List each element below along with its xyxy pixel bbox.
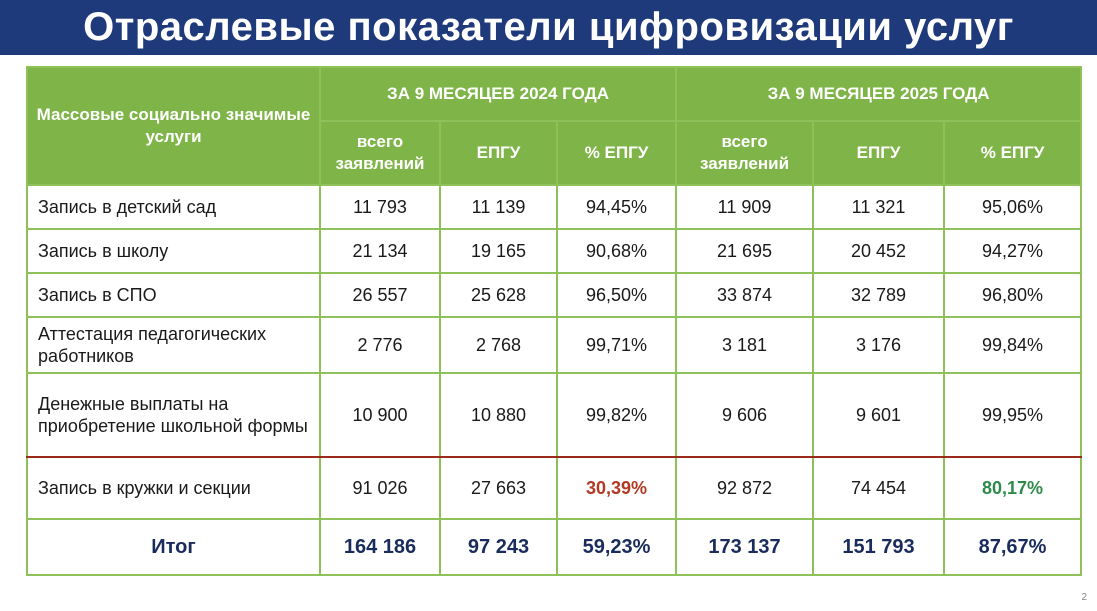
subheader-epgu-2025: ЕПГУ	[812, 120, 946, 186]
row-name: Запись в детский сад	[26, 184, 321, 230]
cell-epgu-2024: 2 768	[439, 316, 558, 374]
cell-epgu-2024: 19 165	[439, 228, 558, 274]
cell-total-2024: 91 026	[319, 456, 441, 520]
cell-pct-2025: 99,95%	[943, 372, 1083, 458]
cell-total-2024: 11 793	[319, 184, 441, 230]
total-all-2025: 173 137	[675, 518, 815, 576]
cell-epgu-2025: 74 454	[812, 456, 946, 520]
cell-epgu-2024: 25 628	[439, 272, 558, 318]
cell-epgu-2025: 20 452	[812, 228, 946, 274]
total-pct-2024: 59,23%	[555, 518, 678, 576]
cell-pct-2024: 96,50%	[555, 272, 678, 318]
subheader-epgu-2024: ЕПГУ	[439, 120, 558, 186]
cell-total-2024: 21 134	[319, 228, 441, 274]
period-2024-header: ЗА 9 МЕСЯЦЕВ 2024 ГОДА	[318, 66, 678, 122]
table-row: Аттестация педагогических работников 2 7…	[26, 316, 1083, 374]
cell-total-2025: 33 874	[675, 272, 815, 318]
data-table-container: Массовые социально значимые услуги ЗА 9 …	[26, 66, 1083, 576]
total-label: Итог	[26, 518, 321, 576]
cell-pct-2025: 99,84%	[943, 316, 1083, 374]
table-row: Денежные выплаты на приобретение школьно…	[26, 372, 1083, 458]
table-row: Запись в кружки и секции 91 026 27 663 3…	[26, 456, 1083, 520]
row-name: Денежные выплаты на приобретение школьно…	[26, 372, 321, 458]
cell-pct-2024: 99,71%	[555, 316, 678, 374]
cell-total-2024: 2 776	[319, 316, 441, 374]
cell-epgu-2024: 10 880	[439, 372, 558, 458]
subheader-pct-2024: % ЕПГУ	[555, 120, 678, 186]
total-all-2024: 164 186	[319, 518, 441, 576]
cell-total-2024: 10 900	[319, 372, 441, 458]
cell-total-2025: 92 872	[675, 456, 815, 520]
cell-pct-2024: 99,82%	[555, 372, 678, 458]
cell-epgu-2025: 3 176	[812, 316, 946, 374]
cell-total-2025: 21 695	[675, 228, 815, 274]
total-pct-2025: 87,67%	[943, 518, 1083, 576]
subheader-total-2025: всего заявлений	[675, 120, 815, 186]
subheader-pct-2025: % ЕПГУ	[943, 120, 1083, 186]
cell-pct-2025: 95,06%	[943, 184, 1083, 230]
total-epgu-2024: 97 243	[439, 518, 558, 576]
cell-epgu-2025: 11 321	[812, 184, 946, 230]
cell-epgu-2025: 32 789	[812, 272, 946, 318]
row-name: Запись в школу	[26, 228, 321, 274]
cell-total-2025: 9 606	[675, 372, 815, 458]
table-row: Запись в школу 21 134 19 165 90,68% 21 6…	[26, 228, 1083, 274]
cell-pct-2025: 80,17%	[943, 456, 1083, 520]
title-bar: Отраслевые показатели цифровизации услуг	[0, 0, 1097, 55]
subheader-total-2024: всего заявлений	[319, 120, 441, 186]
cell-epgu-2024: 11 139	[439, 184, 558, 230]
cell-pct-2024: 94,45%	[555, 184, 678, 230]
cell-pct-2025: 94,27%	[943, 228, 1083, 274]
cell-pct-2024: 90,68%	[555, 228, 678, 274]
table-row: Запись в СПО 26 557 25 628 96,50% 33 874…	[26, 272, 1083, 318]
cell-total-2025: 11 909	[675, 184, 815, 230]
cell-epgu-2025: 9 601	[812, 372, 946, 458]
table-row: Запись в детский сад 11 793 11 139 94,45…	[26, 184, 1083, 230]
row-name: Запись в кружки и секции	[26, 456, 321, 520]
row-name: Запись в СПО	[26, 272, 321, 318]
cell-epgu-2024: 27 663	[439, 456, 558, 520]
row-name: Аттестация педагогических работников	[26, 316, 321, 374]
cell-total-2025: 3 181	[675, 316, 815, 374]
total-epgu-2025: 151 793	[812, 518, 946, 576]
corner-header: Массовые социально значимые услуги	[26, 66, 321, 186]
page-title: Отраслевые показатели цифровизации услуг	[83, 5, 1014, 49]
page-number: 2	[1081, 592, 1087, 603]
total-row: Итог 164 186 97 243 59,23% 173 137 151 7…	[26, 518, 1083, 576]
cell-pct-2025: 96,80%	[943, 272, 1083, 318]
cell-pct-2024: 30,39%	[555, 456, 678, 520]
cell-total-2024: 26 557	[319, 272, 441, 318]
services-table: Массовые социально значимые услуги ЗА 9 …	[26, 66, 1083, 576]
period-2025-header: ЗА 9 МЕСЯЦЕВ 2025 ГОДА	[675, 66, 1083, 122]
